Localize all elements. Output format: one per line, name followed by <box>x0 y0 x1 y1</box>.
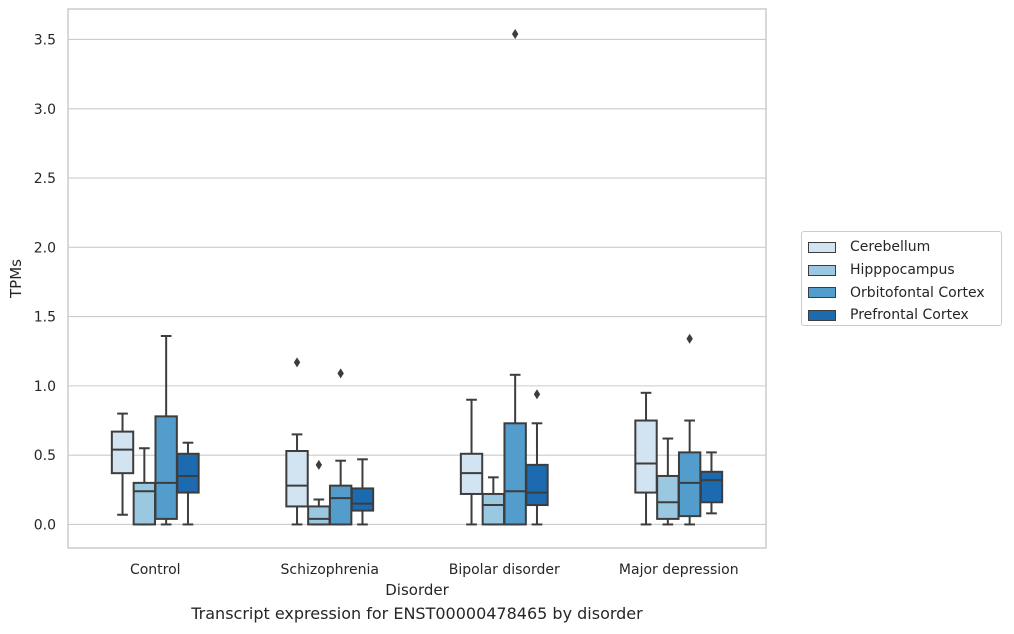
legend-item: Cerebellum <box>808 236 1001 259</box>
y-tick-label: 3.0 <box>34 102 56 118</box>
box-prefrontal-cortex <box>525 463 549 507</box>
outlier-point <box>315 459 323 470</box>
legend-item: Orbitofontal Cortex <box>808 281 1001 304</box>
y-axis-label: TPMs <box>7 259 25 299</box>
y-tick-label: 0.0 <box>34 517 56 533</box>
legend-label: Orbitofontal Cortex <box>850 284 985 301</box>
box-prefrontal-cortex <box>176 452 200 494</box>
outlier-point <box>511 28 519 39</box>
x-axis-label: Disorder <box>385 581 449 599</box>
y-tick-label: 2.5 <box>34 171 56 187</box>
y-tick-label: 1.5 <box>34 310 56 326</box>
legend-item: Hipppocampus <box>808 259 1001 282</box>
box-cerebellum <box>110 430 135 475</box>
legend-swatch <box>808 264 836 276</box>
plot-frame <box>67 8 767 549</box>
box-prefrontal-cortex <box>699 470 724 504</box>
box-orbitofontal-cortex <box>677 451 702 518</box>
box-cerebellum <box>285 450 309 508</box>
figure-caption: Transcript expression for ENST0000047846… <box>191 604 643 623</box>
legend-label: Prefrontal Cortex <box>850 307 969 324</box>
box-hipppocampus <box>481 492 506 526</box>
outlier-point <box>533 389 541 400</box>
box-orbitofontal-cortex <box>328 484 353 526</box>
x-tick-label: Bipolar disorder <box>449 562 560 578</box>
outlier-point <box>293 357 301 368</box>
legend: Cerebellum Hipppocampus Orbitofontal Corte… <box>801 231 1002 326</box>
x-tick-label: Major depression <box>619 562 739 578</box>
legend-item: Prefrontal Cortex <box>808 304 1001 327</box>
x-tick-label: Schizophrenia <box>281 562 379 578</box>
x-tick-label: Control <box>130 562 181 578</box>
y-tick-label: 1.0 <box>34 379 56 395</box>
outlier-point <box>337 368 344 379</box>
box-prefrontal-cortex <box>350 487 375 512</box>
box-hipppocampus <box>307 505 331 526</box>
box-hipppocampus <box>132 481 157 526</box>
legend-label: Cerebellum <box>850 239 931 256</box>
box-hipppocampus <box>656 474 680 520</box>
legend-swatch <box>808 287 836 299</box>
box-orbitofontal-cortex <box>154 415 178 520</box>
y-tick-label: 2.0 <box>34 240 56 256</box>
box-cerebellum <box>634 419 658 494</box>
y-tick-label: 0.5 <box>34 448 56 464</box>
legend-label: Hipppocampus <box>850 262 955 279</box>
legend-swatch <box>808 309 836 321</box>
box-orbitofontal-cortex <box>503 422 527 526</box>
y-tick-label: 3.5 <box>34 32 56 48</box>
outlier-point <box>686 333 693 344</box>
legend-swatch <box>808 241 836 253</box>
